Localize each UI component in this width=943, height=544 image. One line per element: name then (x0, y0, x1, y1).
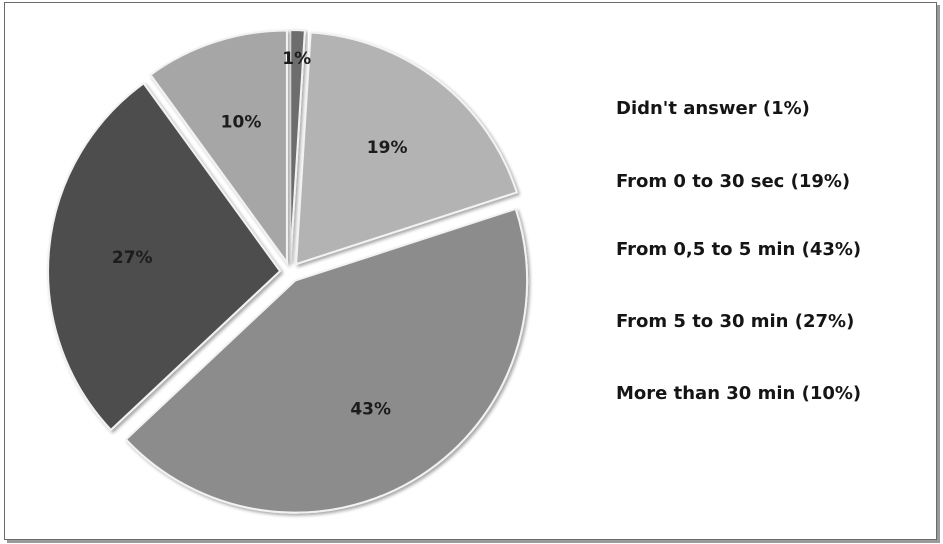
pie-slice-0-to-30-sec (295, 31, 519, 266)
pie-slice-more-than-30-min (149, 29, 288, 266)
pie-slice-didnt-answer (289, 29, 306, 263)
slice-label-more-than-30-min: 10% (221, 112, 262, 132)
slice-label-didnt-answer: 1% (282, 49, 311, 69)
legend-entry-0-5-to-5-min: From 0,5 to 5 min (43%) (616, 239, 862, 260)
slice-label-0-5-to-5-min: 43% (350, 399, 391, 419)
legend-entry-5-to-30-min: From 5 to 30 min (27%) (616, 311, 855, 332)
slice-label-0-to-30-sec: 19% (367, 138, 408, 158)
legend-entry-more-than-30-min: More than 30 min (10%) (616, 383, 862, 404)
pie-slice-5-to-30-min (47, 81, 282, 432)
legend-entry-0-to-30-sec: From 0 to 30 sec (19%) (616, 171, 851, 192)
pie-slice-0-5-to-5-min (124, 207, 529, 514)
legend-entry-didnt-answer: Didn't answer (1%) (616, 98, 810, 119)
slice-label-5-to-30-min: 27% (112, 248, 153, 268)
